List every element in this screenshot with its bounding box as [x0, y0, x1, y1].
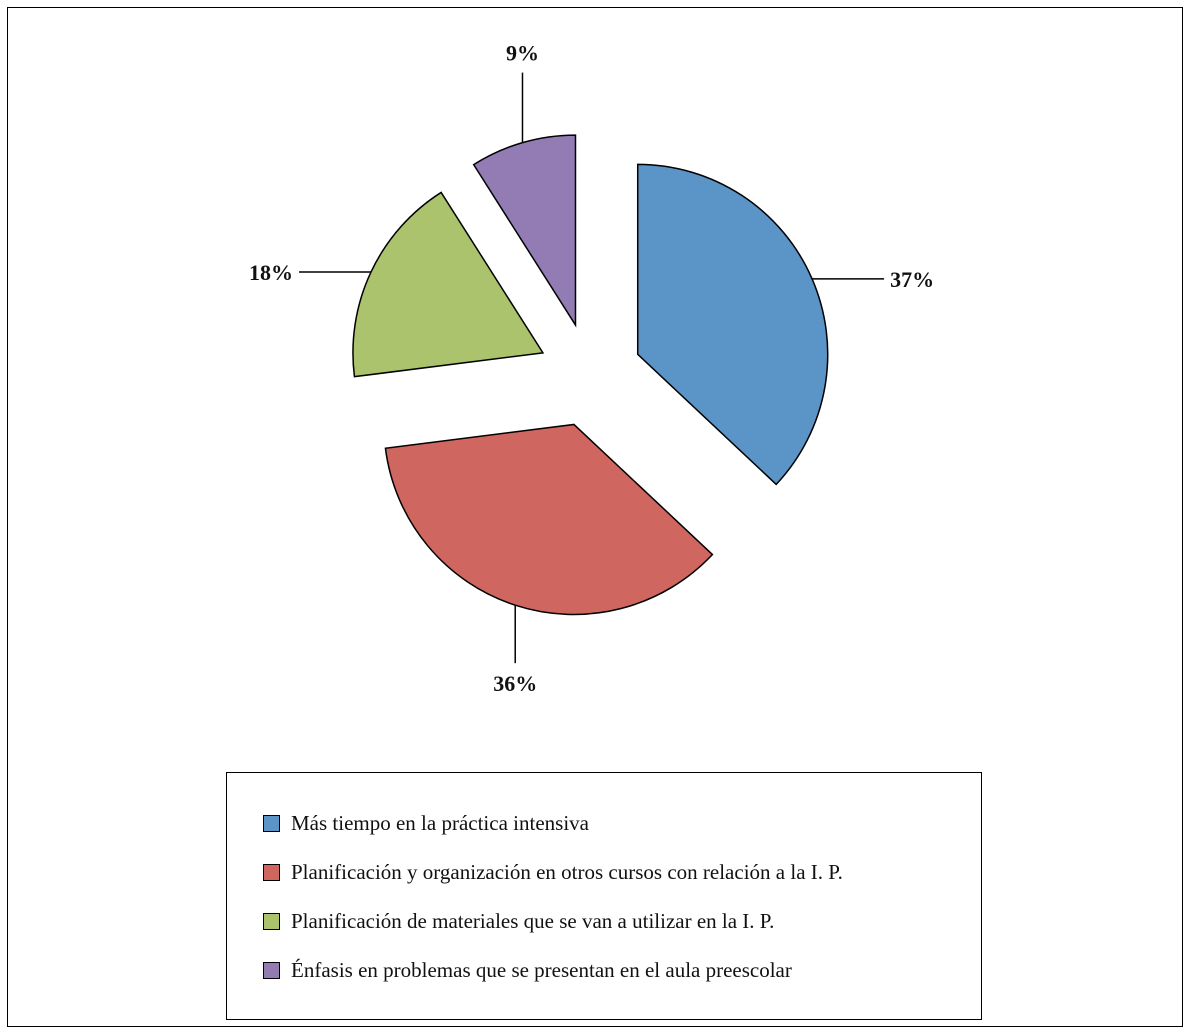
- legend-label: Planificación de materiales que se van a…: [291, 908, 775, 933]
- legend-swatch: [263, 961, 280, 979]
- legend-swatch: [263, 863, 280, 881]
- legend-item: Planificación de materiales que se van a…: [263, 908, 774, 934]
- legend-label: Más tiempo en la práctica intensiva: [291, 810, 589, 835]
- chart-frame: 37% 36% 18% 9% Más tiempo en la práctica in…: [7, 7, 1183, 1027]
- data-label: 36%: [493, 671, 537, 696]
- legend-item: Planificación y organización en otros cu…: [263, 859, 843, 885]
- pie-chart: 37% 36% 18% 9%: [249, 41, 934, 697]
- legend-item: Más tiempo en la práctica intensiva: [263, 810, 589, 836]
- legend-swatch: [263, 912, 280, 930]
- data-label: 37%: [890, 267, 934, 292]
- legend-item: Énfasis en problemas que se presentan en…: [263, 957, 792, 983]
- pie-slice: [384, 423, 714, 616]
- pie-slice: [352, 191, 545, 378]
- legend-swatch: [263, 814, 280, 832]
- legend-label: Planificación y organización en otros cu…: [291, 859, 843, 884]
- legend: Más tiempo en la práctica intensiva Plan…: [226, 772, 982, 1020]
- legend-label: Énfasis en problemas que se presentan en…: [291, 957, 792, 982]
- data-label: 9%: [506, 41, 539, 66]
- pie-slice: [636, 163, 829, 486]
- data-label: 18%: [249, 260, 293, 285]
